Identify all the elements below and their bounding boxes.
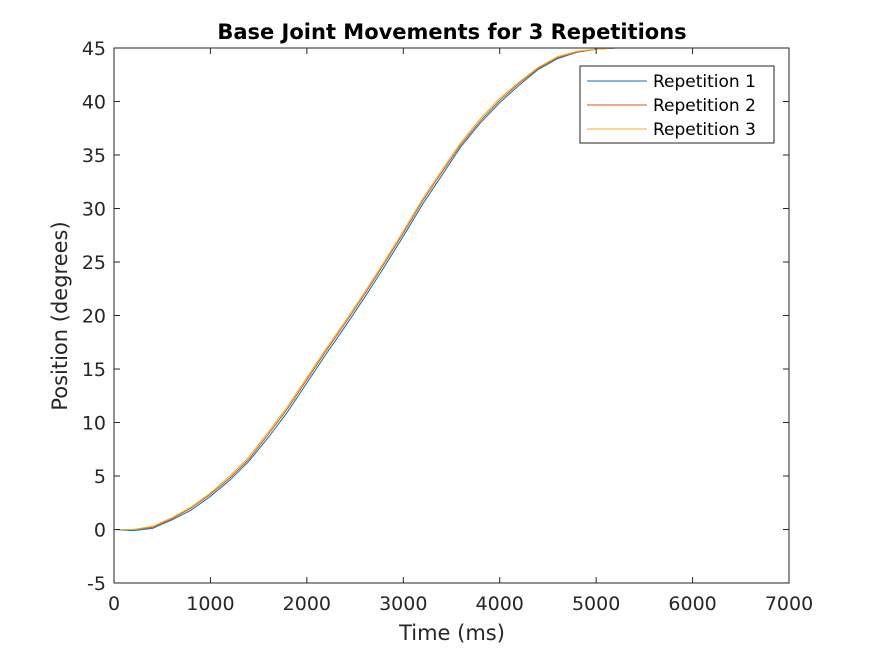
chart-title: Base Joint Movements for 3 Repetitions <box>217 20 686 44</box>
y-tick-label: -5 <box>87 573 106 595</box>
x-tick-label: 0 <box>108 593 120 615</box>
series-line-3 <box>114 47 693 530</box>
y-tick-label: 35 <box>82 145 106 167</box>
y-tick-label: 30 <box>82 199 106 221</box>
y-tick-label: 5 <box>94 466 106 488</box>
y-tick-label: 20 <box>82 306 106 328</box>
y-tick-label: 0 <box>94 520 106 542</box>
y-tick-label: 25 <box>82 252 106 274</box>
series-layer <box>113 47 693 532</box>
legend-label-2: Repetition 2 <box>653 96 756 116</box>
x-tick-label: 6000 <box>668 593 716 615</box>
x-tick-label: 1000 <box>186 593 234 615</box>
y-tick-label: 10 <box>82 413 106 435</box>
y-tick-label: 15 <box>82 359 106 381</box>
x-tick-label: 5000 <box>572 593 620 615</box>
x-tick-label: 3000 <box>379 593 427 615</box>
x-tick-label: 7000 <box>765 593 813 615</box>
legend-label-1: Repetition 1 <box>653 72 756 92</box>
ticks-layer: 0 1000 2000 3000 4000 5000 6000 7000-5051015202… <box>82 38 813 615</box>
x-tick-label: 4000 <box>476 593 524 615</box>
x-tick-label: 2000 <box>283 593 331 615</box>
y-tick-label: 40 <box>82 92 106 114</box>
y-axis-label: Position (degrees) <box>48 221 72 410</box>
legend: Repetition 1 Repetition 2 Repetition 3 <box>579 65 775 144</box>
legend-label-3: Repetition 3 <box>653 120 756 140</box>
y-tick-label: 45 <box>82 38 106 60</box>
x-axis-label: Time (ms) <box>398 621 505 645</box>
